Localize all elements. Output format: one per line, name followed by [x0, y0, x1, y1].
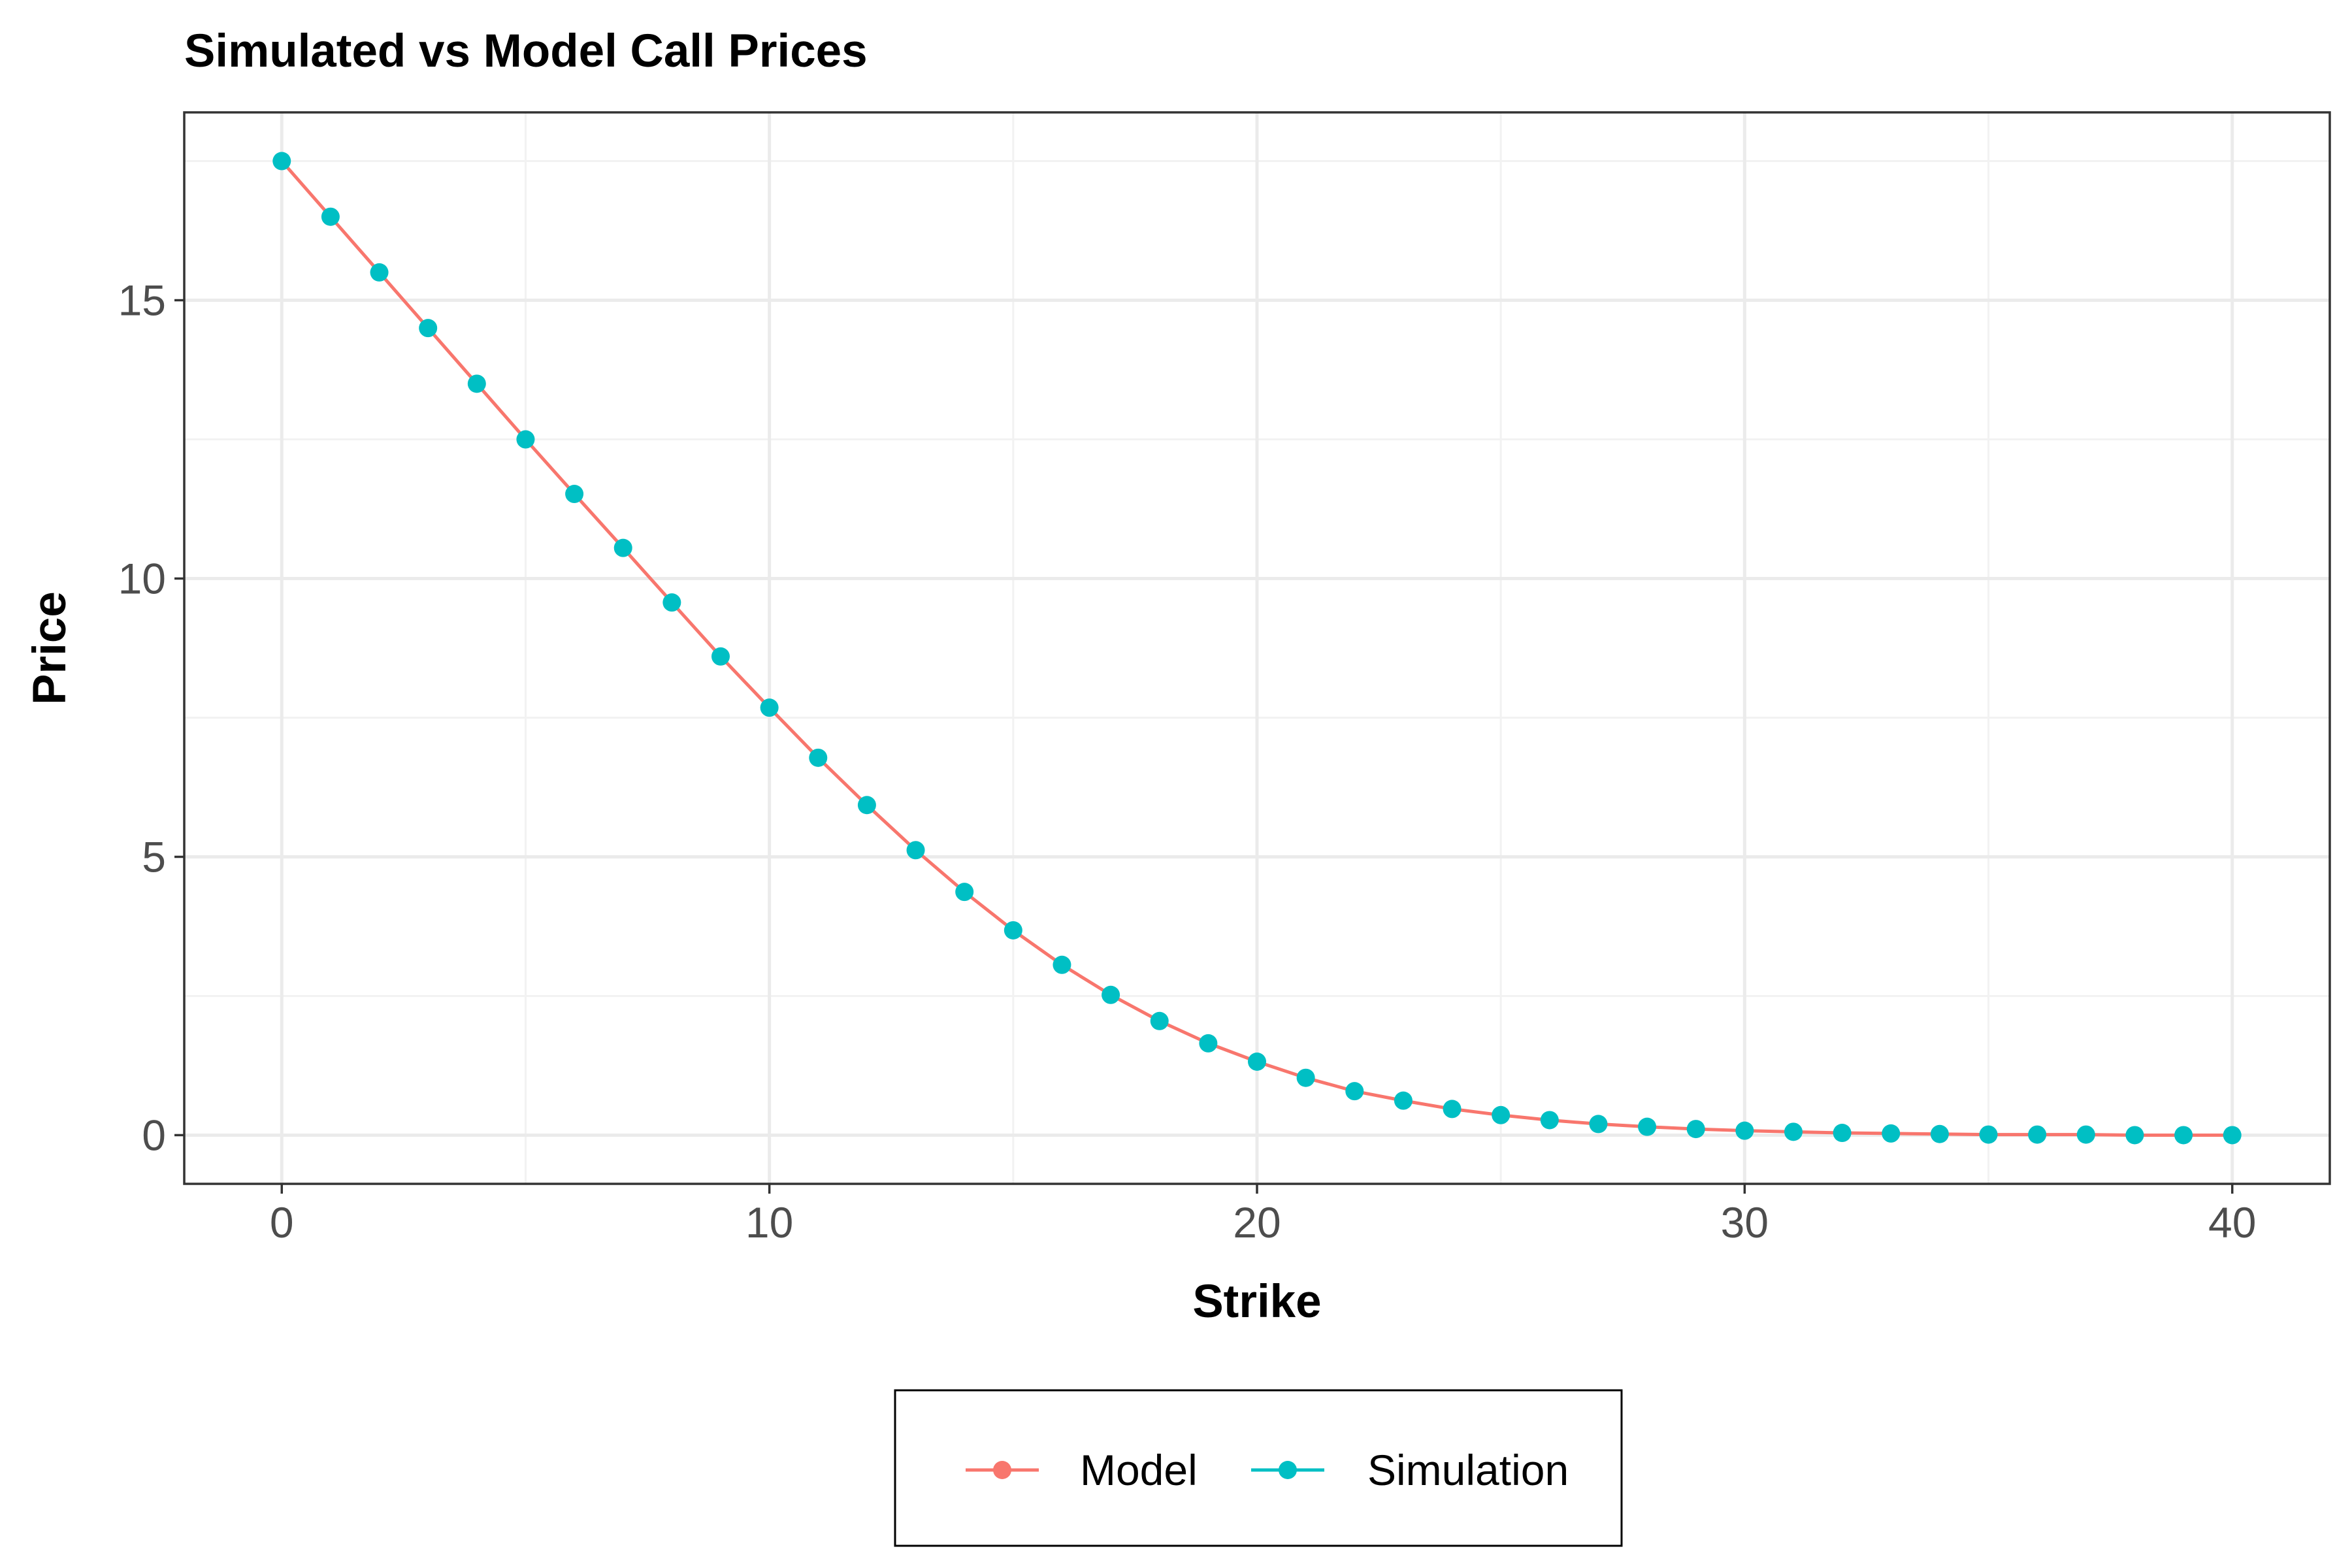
data-point-simulation	[1930, 1124, 1949, 1143]
data-point-simulation	[1345, 1082, 1364, 1101]
x-tick-label: 40	[2208, 1198, 2256, 1247]
x-tick-label: 10	[745, 1198, 793, 1247]
data-point-simulation	[1102, 985, 1120, 1004]
data-point-simulation	[565, 485, 584, 504]
data-point-simulation	[2223, 1126, 2242, 1145]
legend-label-simulation: Simulation	[1367, 1446, 1569, 1494]
data-point-simulation	[2076, 1125, 2095, 1144]
data-point-simulation	[467, 374, 486, 393]
chart-title: Simulated vs Model Call Prices	[184, 25, 868, 77]
data-point-simulation	[662, 593, 681, 612]
data-point-simulation	[1882, 1124, 1901, 1143]
data-point-simulation	[2028, 1125, 2047, 1144]
y-tick-label: 15	[118, 276, 166, 325]
data-point-simulation	[1053, 955, 1071, 974]
data-point-simulation	[321, 207, 340, 226]
data-point-simulation	[1199, 1034, 1218, 1053]
data-point-simulation	[711, 647, 730, 666]
y-tick-label: 5	[142, 832, 166, 881]
data-point-simulation	[419, 319, 438, 338]
data-point-simulation	[1004, 921, 1022, 939]
data-point-simulation	[1150, 1011, 1169, 1030]
data-point-simulation	[1296, 1068, 1315, 1087]
x-axis-title: Strike	[1192, 1276, 1321, 1328]
data-point-simulation	[1979, 1125, 1998, 1144]
y-tick-label: 10	[118, 555, 166, 603]
data-point-simulation	[1784, 1122, 1803, 1141]
data-point-simulation	[1540, 1111, 1559, 1130]
data-point-simulation	[1638, 1117, 1657, 1136]
legend: Model Simulation	[894, 1389, 1623, 1547]
y-tick-label: 0	[142, 1111, 166, 1159]
axes: 0 10 20 30 40 0 5 10 15	[118, 276, 2257, 1247]
data-point-simulation	[955, 883, 974, 902]
data-point-simulation	[1443, 1100, 1462, 1119]
data-point-simulation	[1833, 1124, 1852, 1143]
legend-item-simulation: Simulation	[1251, 1446, 1569, 1494]
data-point-simulation	[1589, 1115, 1608, 1134]
legend-key-dot-model	[993, 1461, 1011, 1479]
legend-key-dot-simulation	[1279, 1461, 1297, 1479]
data-point-simulation	[1686, 1120, 1705, 1139]
y-axis-title: Price	[24, 591, 76, 705]
data-point-simulation	[1394, 1091, 1413, 1110]
data-point-simulation	[516, 430, 535, 449]
legend-item-model: Model	[966, 1446, 1198, 1494]
data-point-simulation	[1735, 1121, 1754, 1140]
x-tick-label: 30	[1721, 1198, 1769, 1247]
data-point-simulation	[1248, 1052, 1266, 1071]
data-point-simulation	[2174, 1126, 2193, 1145]
data-point-simulation	[809, 748, 828, 767]
x-tick-label: 20	[1233, 1198, 1281, 1247]
data-point-simulation	[272, 152, 291, 171]
data-point-simulation	[760, 698, 779, 717]
legend-label-model: Model	[1080, 1446, 1198, 1494]
data-point-simulation	[906, 841, 925, 860]
legend-box	[894, 1389, 1623, 1547]
series-layer	[272, 152, 2242, 1145]
data-point-simulation	[613, 538, 632, 557]
data-point-simulation	[2125, 1126, 2144, 1145]
grid	[184, 112, 2330, 1184]
data-point-simulation	[1492, 1105, 1511, 1124]
x-tick-label: 0	[270, 1198, 294, 1247]
data-point-simulation	[370, 263, 389, 282]
data-point-simulation	[857, 796, 876, 815]
